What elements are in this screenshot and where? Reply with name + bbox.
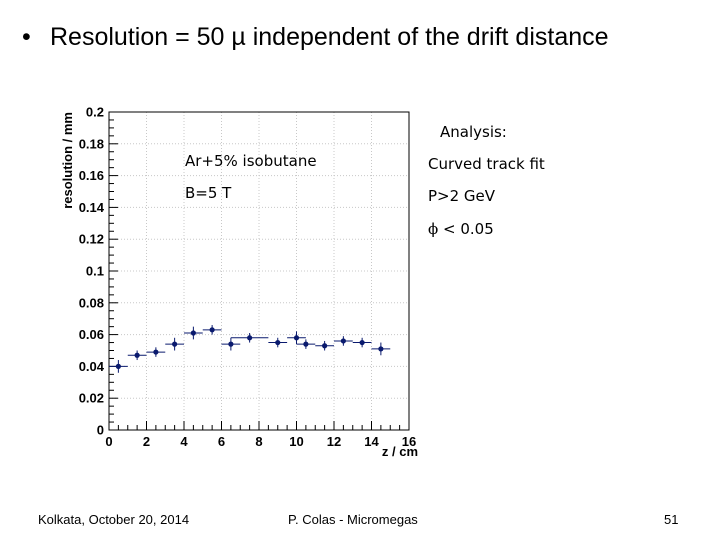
footer-center: P. Colas - Micromegas xyxy=(288,512,418,527)
title-text: Resolution = 50 µ independent of the dri… xyxy=(50,23,609,51)
y-tick-label: 0.1 xyxy=(86,264,104,279)
x-tick-label: 6 xyxy=(218,434,225,449)
y-tick-label: 0.04 xyxy=(79,359,105,374)
phi-cut-label: ϕ < 0.05 xyxy=(428,220,494,238)
x-tick-label: 14 xyxy=(364,434,379,449)
field-label: B=5 T xyxy=(185,184,232,202)
data-point xyxy=(293,335,300,341)
analysis-label: Analysis: xyxy=(440,123,507,141)
title-bullet: • xyxy=(22,23,31,51)
y-tick-label: 0.02 xyxy=(79,391,104,406)
data-point xyxy=(190,330,196,336)
data-point xyxy=(153,349,159,355)
footer-left: Kolkata, October 20, 2014 xyxy=(38,512,190,527)
data-point xyxy=(134,352,140,358)
data-point xyxy=(359,339,365,346)
x-tick-label: 0 xyxy=(105,434,112,449)
page-number: 51 xyxy=(664,512,679,527)
data-point xyxy=(247,335,253,341)
y-tick-label: 0.18 xyxy=(79,136,104,151)
x-tick-label: 12 xyxy=(327,434,341,449)
y-tick-label: 0.08 xyxy=(79,295,104,310)
x-tick-label: 4 xyxy=(180,434,188,449)
y-tick-label: 0.12 xyxy=(79,232,104,247)
gas-label: Ar+5% isobutane xyxy=(185,152,317,170)
fit-label: Curved track fit xyxy=(428,155,545,173)
y-tick-label: 0.16 xyxy=(79,168,104,183)
data-point xyxy=(340,338,346,344)
data-point xyxy=(303,341,309,347)
slide-title: • Resolution = 50 µ independent of the dr… xyxy=(22,20,609,54)
data-point xyxy=(275,339,281,346)
y-tick-label: 0.2 xyxy=(86,105,104,120)
phi-symbol: ϕ xyxy=(428,220,439,238)
y-axis-label: resolution / mm xyxy=(60,112,75,209)
y-tick-label: 0 xyxy=(97,423,104,438)
x-tick-label: 2 xyxy=(143,434,150,449)
data-point xyxy=(322,343,328,349)
y-tick-label: 0.14 xyxy=(79,200,105,215)
data-point xyxy=(115,363,121,369)
x-axis-label: z / cm xyxy=(382,444,418,459)
data-point xyxy=(172,341,178,347)
x-tick-label: 10 xyxy=(289,434,303,449)
x-tick-label: 8 xyxy=(255,434,262,449)
x-tick-label: 16 xyxy=(402,434,416,449)
data-point xyxy=(209,327,215,333)
phi-cut-value: < 0.05 xyxy=(443,220,494,238)
y-tick-label: 0.06 xyxy=(79,327,104,342)
data-point xyxy=(378,346,384,352)
data-point xyxy=(228,341,234,347)
momentum-label: P>2 GeV xyxy=(428,187,496,205)
